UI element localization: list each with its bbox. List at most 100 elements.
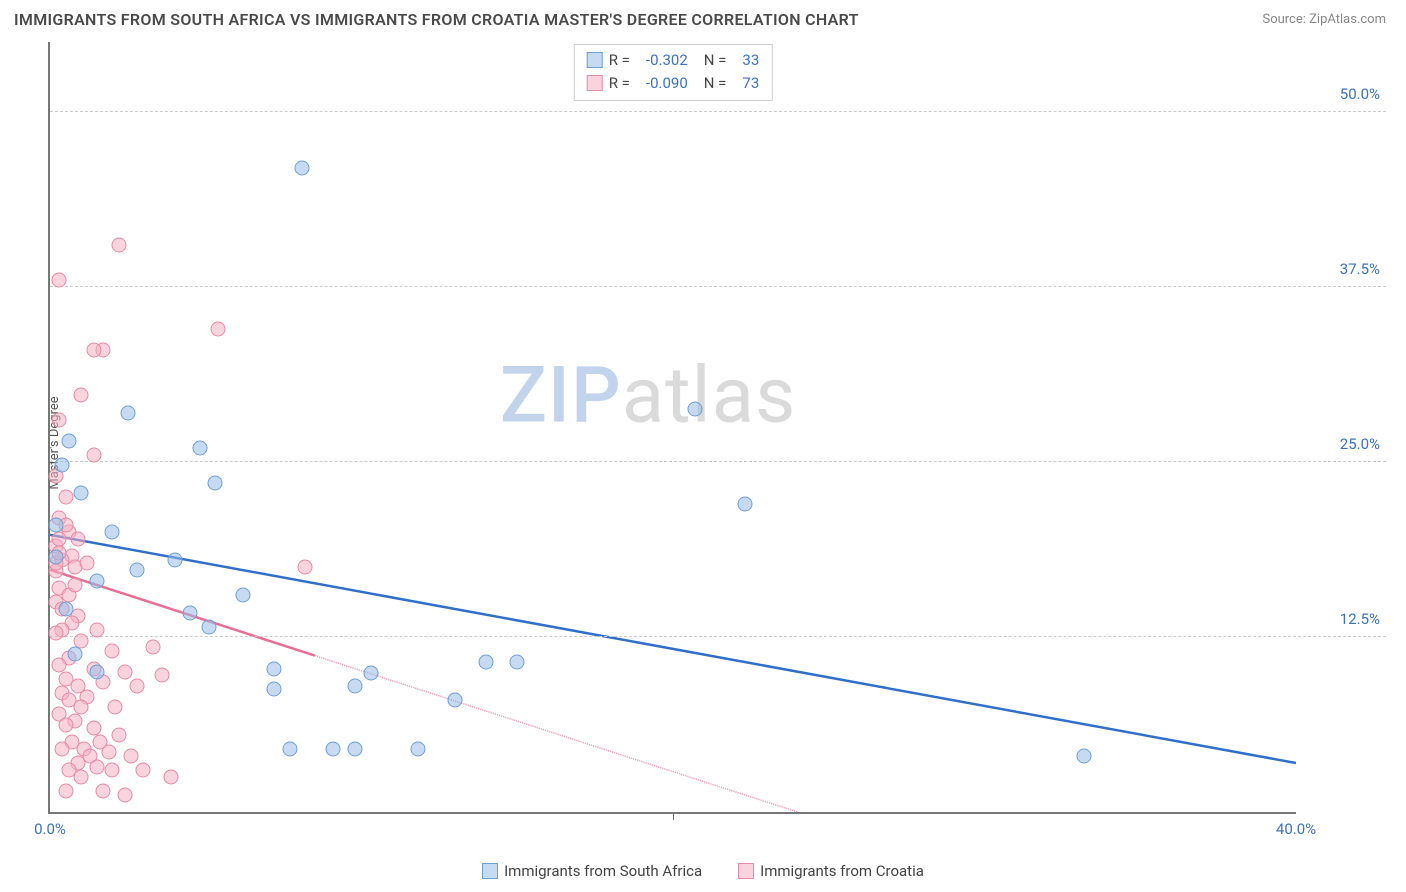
x-tick-mark [673,812,674,820]
scatter-point [89,574,104,589]
scatter-point [298,560,313,575]
scatter-point [117,665,132,680]
scatter-point [737,497,752,512]
scatter-point [687,401,702,416]
x-tick-label: 0.0% [34,820,66,838]
stat-r-value: -0.090 [646,72,688,95]
scatter-point [295,161,310,176]
chart-header: IMMIGRANTS FROM SOUTH AFRICA VS IMMIGRAN… [0,0,1406,35]
scatter-point [211,322,226,337]
stat-n-value: 73 [742,72,759,95]
scatter-point [74,387,89,402]
plot-region: ZIPatlas R =-0.302N =33R =-0.090N =73 12… [48,42,1296,814]
watermark-zip: ZIP [500,351,622,442]
stat-n-label: N = [704,49,727,72]
stats-row: R = -0.090 N = 73 [587,72,760,95]
stats-box: R = -0.302 N = 33 R = -0.090 N = 73 [574,44,773,101]
stat-r-label: R = [609,51,630,69]
trend-lines [50,42,1296,812]
series-swatch [587,52,603,68]
scatter-point [192,441,207,456]
scatter-point [74,700,89,715]
stat-n-label: N = [704,72,727,95]
scatter-point [108,700,123,715]
legend-label: Immigrants from South Africa [504,862,702,880]
scatter-point [130,562,145,577]
scatter-point [86,448,101,463]
scatter-point [120,406,135,421]
scatter-point [74,485,89,500]
legend-item: Immigrants from Croatia [738,862,924,880]
stats-row: R = -0.302 N = 33 [587,49,760,72]
scatter-point [74,770,89,785]
scatter-point [102,744,117,759]
watermark-atlas: atlas [622,351,797,442]
scatter-point [71,532,86,547]
scatter-point [236,588,251,603]
scatter-point [123,749,138,764]
scatter-point [348,679,363,694]
source-link[interactable]: ZipAtlas.com [1309,12,1386,27]
scatter-point [111,238,126,253]
scatter-point [52,658,67,673]
scatter-point [105,763,120,778]
source-prefix: Source: [1262,12,1309,27]
scatter-point [410,742,425,757]
scatter-point [363,666,378,681]
scatter-point [58,490,73,505]
scatter-point [67,578,82,593]
scatter-point [86,343,101,358]
gridline [50,111,1386,112]
legend-swatch [482,863,498,879]
scatter-point [282,742,297,757]
scatter-point [55,457,70,472]
x-tick-label: 40.0% [1276,820,1316,838]
stat-r-label: R = [609,74,630,92]
scatter-point [49,625,64,640]
scatter-point [326,742,341,757]
stat-n-value: 33 [742,49,759,72]
scatter-point [130,679,145,694]
y-tick-label: 37.5% [1340,260,1380,278]
scatter-point [52,532,67,547]
legend-item: Immigrants from South Africa [482,862,702,880]
y-tick-label: 25.0% [1340,435,1380,453]
y-tick-label: 12.5% [1340,610,1380,628]
scatter-point [67,646,82,661]
scatter-point [49,518,64,533]
scatter-point [80,555,95,570]
scatter-point [58,602,73,617]
chart-area: Master's Degree ZIPatlas R =-0.302N =33R… [14,42,1386,844]
scatter-point [105,525,120,540]
scatter-point [208,476,223,491]
scatter-point [89,623,104,638]
scatter-point [111,728,126,743]
scatter-point [145,639,160,654]
stat-r-value: -0.302 [646,49,688,72]
scatter-point [164,770,179,785]
scatter-point [155,667,170,682]
scatter-point [510,655,525,670]
legend-swatch [738,863,754,879]
series-swatch [587,75,603,91]
legend: Immigrants from South Africa Immigrants f… [0,862,1406,880]
scatter-point [52,413,67,428]
scatter-point [201,620,216,635]
scatter-point [95,784,110,799]
scatter-point [479,655,494,670]
chart-title: IMMIGRANTS FROM SOUTH AFRICA VS IMMIGRAN… [14,10,859,29]
scatter-point [89,665,104,680]
y-tick-label: 50.0% [1340,85,1380,103]
scatter-point [348,742,363,757]
scatter-point [447,693,462,708]
scatter-point [61,434,76,449]
scatter-point [89,760,104,775]
scatter-point [49,550,64,565]
scatter-point [58,784,73,799]
scatter-point [1077,749,1092,764]
scatter-point [267,681,282,696]
gridline [50,636,1386,637]
scatter-point [167,553,182,568]
scatter-point [117,788,132,803]
scatter-point [55,742,70,757]
